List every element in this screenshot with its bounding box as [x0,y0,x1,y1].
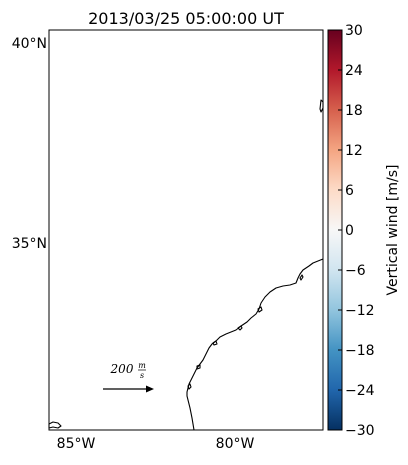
colorbar-tick-label: 24 [345,63,363,79]
coastline [48,99,324,431]
lat-label-40n: 40°N [12,36,47,52]
reference-arrow-value: 200 [110,362,134,376]
lon-label-85w: 85°W [57,436,96,452]
lon-label-80w: 80°W [216,436,255,452]
colorbar-tick-label: −18 [345,343,375,359]
reference-arrow-unit-denominator: s [140,371,144,380]
colorbar-tick-label: 12 [345,143,363,159]
reference-arrow-unit-numerator: m [138,361,146,370]
colorbar-ticks: 30 24 18 12 6 0 −6 −12 −18 −24 −30 [338,23,375,439]
colorbar-tick-label: −6 [345,263,366,279]
colorbar-tick-label: 6 [345,183,354,199]
map-frame [48,29,324,431]
colorbar-tick-label: −12 [345,303,375,319]
colorbar-tick-label: 18 [345,103,363,119]
colorbar-label: Vertical wind [m/s] [385,165,401,296]
colorbar-tick-label: 30 [345,23,363,39]
colorbar-tick-label: −24 [345,383,375,399]
map-title: 2013/03/25 05:00:00 UT [88,9,284,28]
reference-arrow [103,385,154,393]
lat-label-35n: 35°N [12,236,47,252]
colorbar-tick-label: −30 [345,423,375,439]
colorbar-tick-label: 0 [345,223,354,239]
